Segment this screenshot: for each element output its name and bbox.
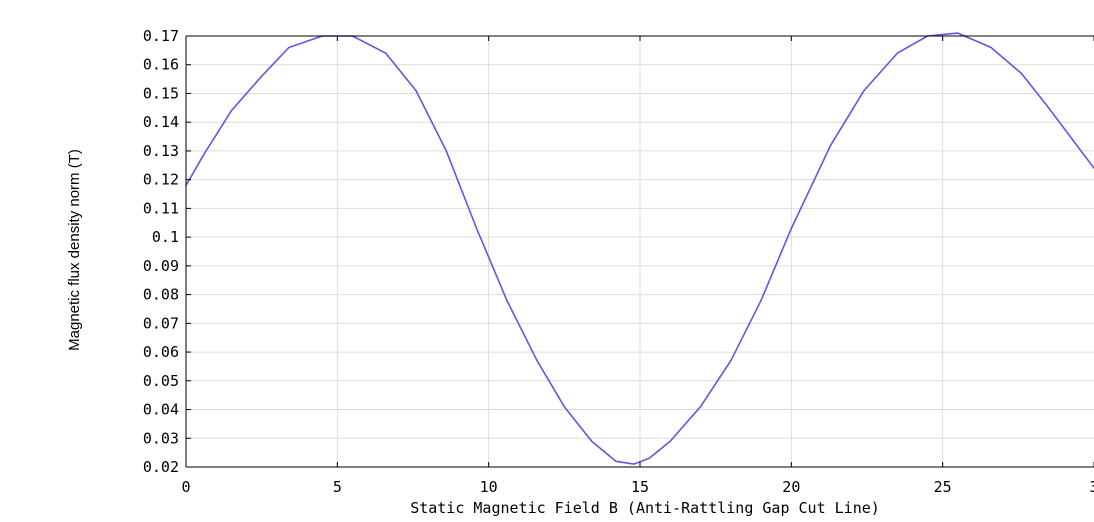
- axes: [185, 35, 1094, 468]
- y-tick-label: 0.05: [143, 372, 179, 390]
- y-tick-label: 0.02: [143, 458, 179, 476]
- y-tick-label: 0.08: [143, 286, 179, 304]
- y-tick-label: 0.09: [143, 257, 179, 275]
- x-tick-label: 3: [1089, 478, 1094, 496]
- y-tick-label: 0.11: [143, 199, 179, 217]
- x-tick-label: 10: [480, 478, 498, 496]
- x-tick-label: 5: [333, 478, 342, 496]
- y-tick-label: 0.17: [143, 27, 179, 45]
- y-tick-label: 0.04: [143, 401, 179, 419]
- x-tick-label: 20: [782, 478, 800, 496]
- y-tick-label: 0.06: [143, 343, 179, 361]
- y-tick-label: 0.14: [143, 113, 179, 131]
- y-tick-label: 0.07: [143, 314, 179, 332]
- y-axis-title: Magnetic flux density norm (T): [66, 149, 83, 351]
- y-tick-label: 0.16: [143, 56, 179, 74]
- x-tick-label: 0: [181, 478, 190, 496]
- y-tick-label: 0.03: [143, 429, 179, 447]
- grid: [186, 36, 1094, 467]
- x-tick-label: 15: [631, 478, 649, 496]
- y-tick-label: 0.15: [143, 84, 179, 102]
- y-tick-label: 0.12: [143, 171, 179, 189]
- y-tick-label: 0.1: [152, 228, 179, 246]
- x-tick-label: 25: [934, 478, 952, 496]
- x-axis-title: Static Magnetic Field B (Anti-Rattling G…: [410, 499, 880, 517]
- y-tick-label: 0.13: [143, 142, 179, 160]
- tick-labels: 0 5 10 15 20 25 3 0.02 0.03 0.04 0.05 0.06 0.07 0.08 0…: [143, 27, 1094, 496]
